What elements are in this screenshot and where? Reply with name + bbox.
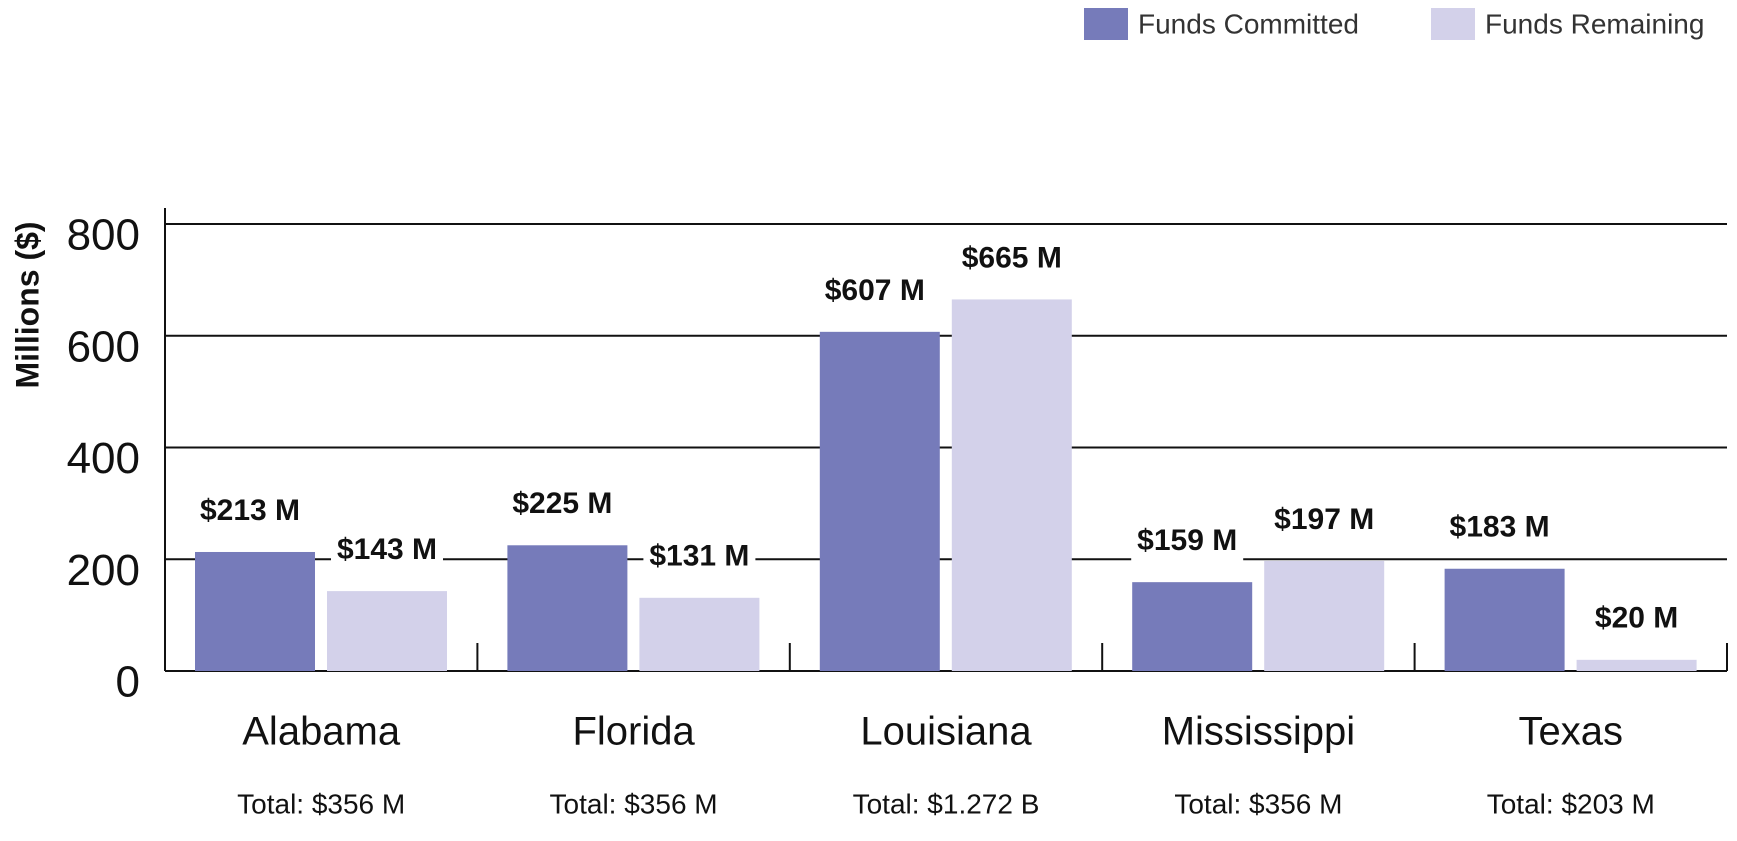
bar — [1576, 659, 1697, 671]
category-total: Total: $356 M — [1174, 788, 1342, 819]
bar — [327, 591, 447, 671]
value-label-bg — [506, 485, 619, 526]
x-tick-label: Louisiana — [860, 710, 1032, 754]
value-label-bg — [1131, 522, 1244, 563]
x-tick-label: Texas — [1519, 710, 1624, 754]
legend-swatch — [1431, 8, 1475, 40]
bar — [951, 299, 1072, 671]
x-tick-label: Alabama — [242, 710, 401, 754]
legend-swatch — [1084, 8, 1128, 40]
category-total: Total: $356 M — [237, 788, 405, 819]
value-label-bg — [1443, 508, 1556, 549]
bar — [507, 545, 628, 671]
value-label: $131 M — [649, 540, 749, 573]
value-label: $225 M — [512, 487, 612, 520]
value-label-bg — [955, 239, 1068, 280]
x-tick-label: Mississippi — [1162, 710, 1355, 754]
value-label: $20 M — [1595, 602, 1678, 635]
value-label-bg — [331, 531, 443, 572]
bar — [1444, 568, 1565, 671]
value-label: $159 M — [1137, 524, 1237, 557]
x-tick-label: Florida — [572, 710, 695, 754]
category-total: Total: $356 M — [550, 788, 718, 819]
bar — [195, 551, 315, 671]
legend-label: Funds Committed — [1138, 8, 1359, 39]
value-label: $197 M — [1274, 503, 1374, 536]
bar — [1264, 560, 1385, 671]
value-label: $607 M — [825, 274, 925, 307]
y-tick-label: 200 — [67, 546, 140, 595]
value-label-bg — [643, 537, 756, 578]
value-label-bg — [1580, 599, 1693, 640]
value-label: $143 M — [337, 533, 437, 566]
y-tick-label: 0 — [116, 658, 140, 707]
legend-label: Funds Remaining — [1485, 8, 1704, 39]
value-label-bg — [818, 271, 931, 312]
value-label-bg — [194, 491, 306, 532]
value-label: $183 M — [1450, 511, 1550, 544]
bar — [639, 597, 760, 671]
y-tick-label: 400 — [67, 434, 140, 483]
category-total: Total: $203 M — [1487, 788, 1655, 819]
value-label: $213 M — [200, 494, 300, 527]
value-label: $665 M — [962, 241, 1062, 274]
category-total: Total: $1.272 B — [853, 788, 1040, 819]
bar — [1132, 582, 1253, 671]
bar — [819, 331, 940, 671]
y-axis-label: Millions ($) — [9, 221, 45, 388]
value-label-bg — [1268, 500, 1381, 541]
y-tick-label: 800 — [67, 211, 140, 260]
y-tick-label: 600 — [67, 322, 140, 371]
